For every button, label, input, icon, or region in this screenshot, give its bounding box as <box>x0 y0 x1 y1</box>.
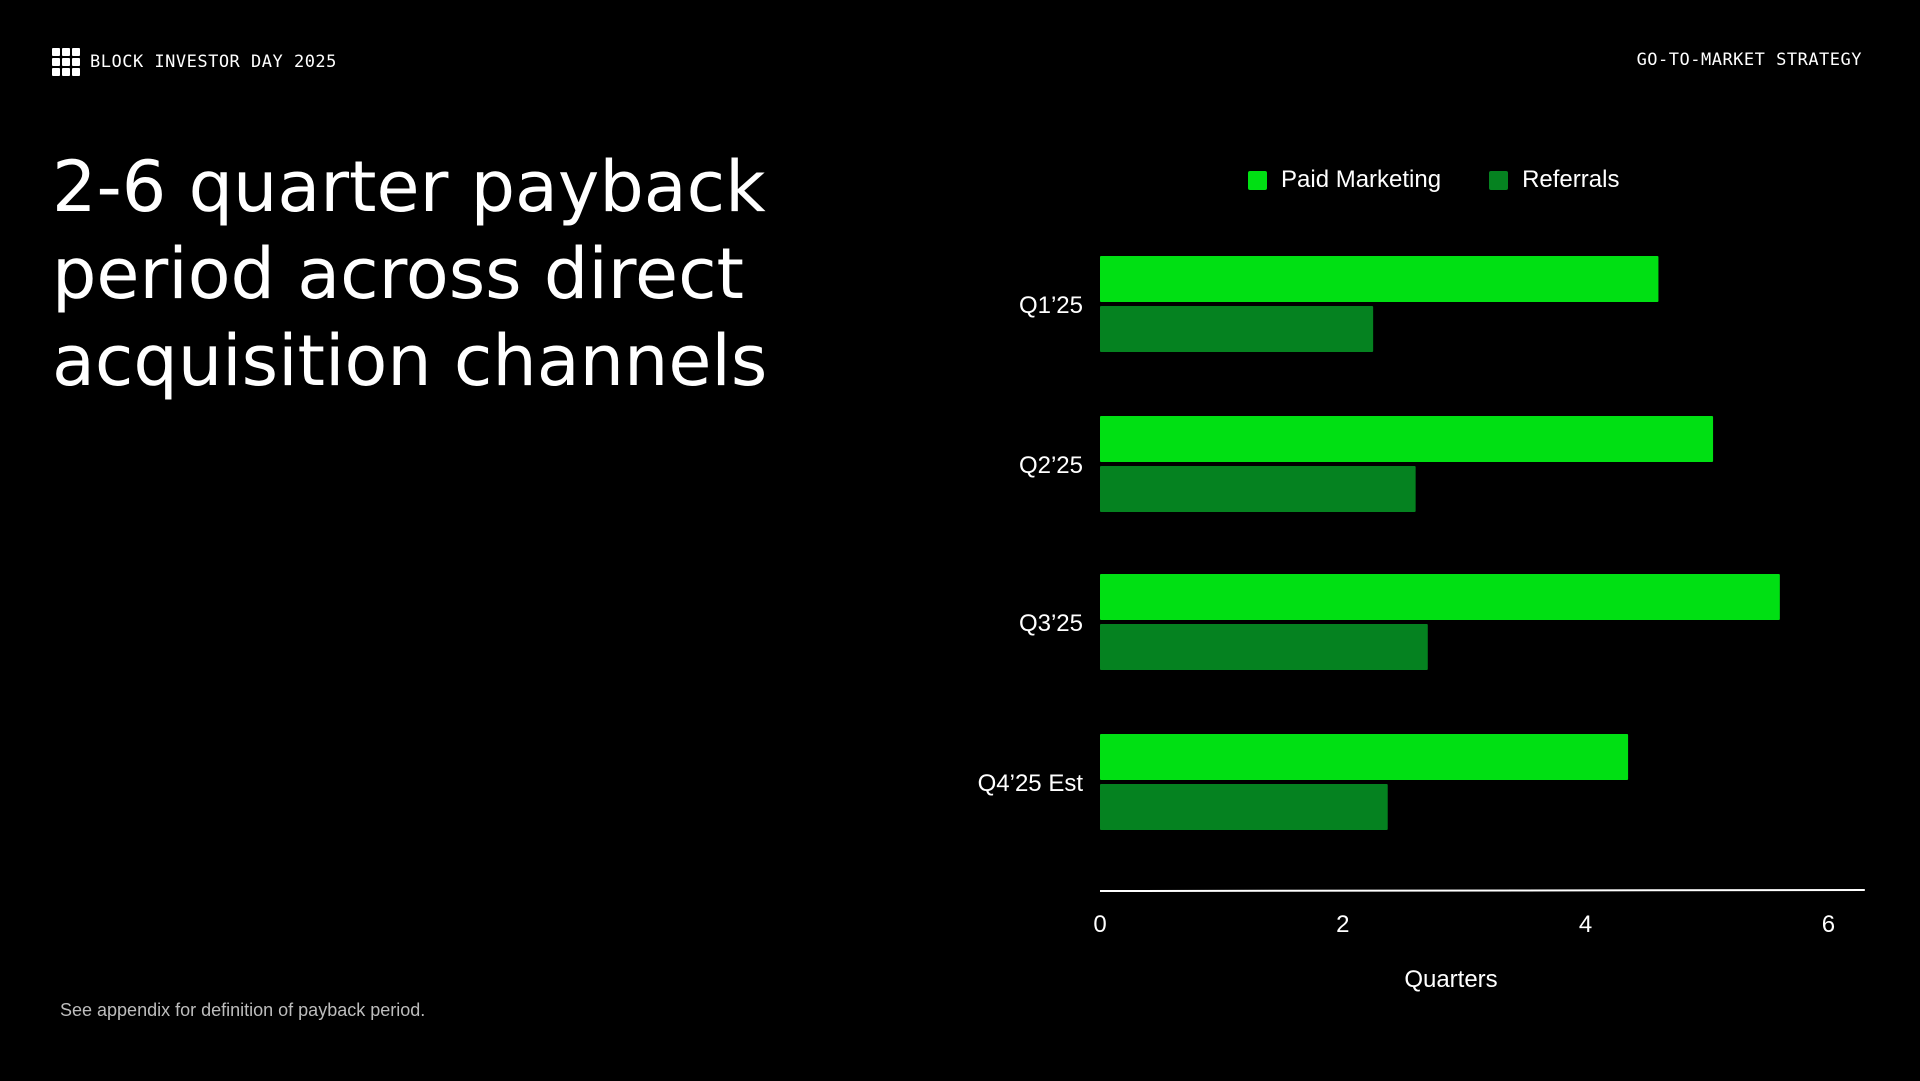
bar-paid-marketing-1 <box>1100 256 1659 302</box>
bar-referrals-1 <box>1100 306 1374 352</box>
x-tick-label: 6 <box>1822 911 1835 938</box>
title-line-3: acquisition channels <box>52 320 768 402</box>
x-axis-line <box>1099 889 1865 892</box>
category-label: Q4’25 Est <box>978 770 1084 797</box>
bar-paid-marketing-4 <box>1100 734 1629 780</box>
bar-referrals-2 <box>1100 466 1416 512</box>
category-label: Q2’25 <box>1019 452 1083 479</box>
chart-legend: Paid Marketing Referrals <box>1248 166 1619 194</box>
event-name: BLOCK INVESTOR DAY 2025 <box>90 52 337 72</box>
bar-referrals-4 <box>1100 784 1388 830</box>
legend-swatch-paid-marketing <box>1248 170 1267 190</box>
legend-label-referrals: Referrals <box>1522 166 1620 193</box>
bar-referrals-3 <box>1100 624 1428 670</box>
category-label: Q3’25 <box>1019 610 1083 637</box>
footnote: See appendix for definition of payback p… <box>60 1000 426 1020</box>
block-logo-icon <box>52 48 80 76</box>
title-line-1: 2-6 quarter payback <box>52 146 766 228</box>
bar-paid-marketing-3 <box>1100 574 1780 620</box>
header-brand: BLOCK INVESTOR DAY 2025 <box>52 48 337 76</box>
legend-item-paid-marketing: Paid Marketing <box>1248 166 1441 194</box>
legend-item-referrals: Referrals <box>1489 166 1619 194</box>
x-axis-title: Quarters <box>1404 966 1497 993</box>
legend-swatch-referrals <box>1489 170 1509 190</box>
slide-title: 2-6 quarter payback period across direct… <box>52 144 852 405</box>
title-line-2: period across direct <box>52 233 745 315</box>
category-label: Q1’25 <box>1019 292 1083 319</box>
x-tick-label: 2 <box>1336 911 1349 938</box>
section-name: GO-TO-MARKET STRATEGY <box>1636 50 1862 70</box>
legend-label-paid-marketing: Paid Marketing <box>1281 166 1442 193</box>
x-tick-label: 0 <box>1093 911 1106 938</box>
bar-paid-marketing-2 <box>1100 416 1714 462</box>
x-tick-label: 4 <box>1579 911 1592 938</box>
